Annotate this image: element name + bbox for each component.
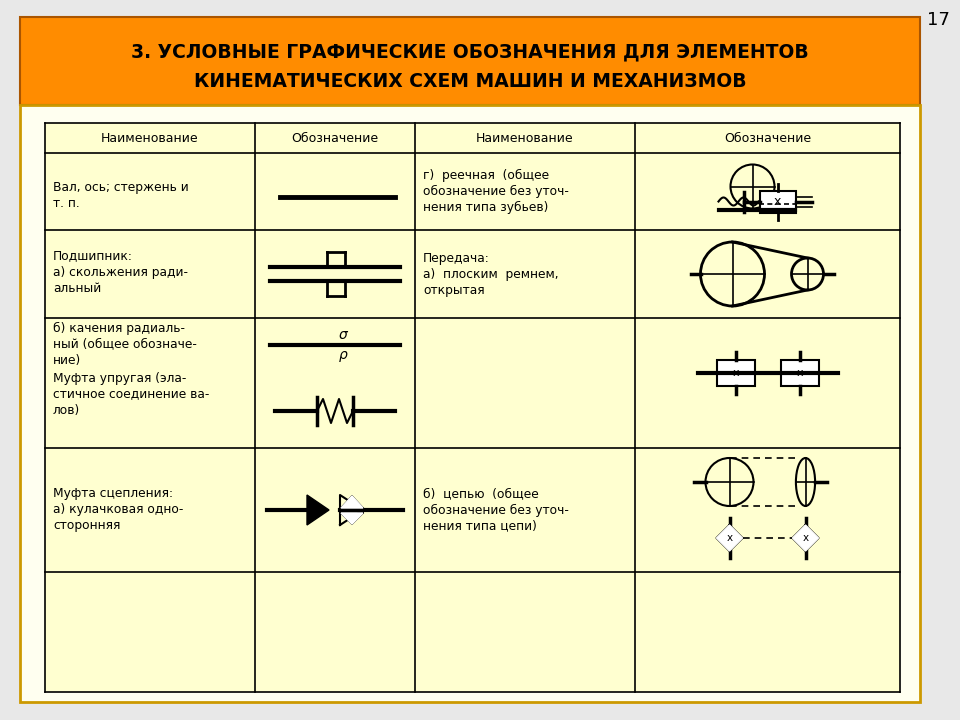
- Text: сторонняя: сторонняя: [53, 520, 120, 533]
- Polygon shape: [793, 525, 819, 551]
- Text: т. п.: т. п.: [53, 197, 80, 210]
- Text: открытая: открытая: [423, 284, 485, 297]
- Text: Муфта сцепления:: Муфта сцепления:: [53, 487, 173, 500]
- Text: б) качения радиаль-: б) качения радиаль-: [53, 321, 185, 335]
- Bar: [780, 360, 819, 386]
- Text: альный: альный: [53, 282, 101, 294]
- Text: КИНЕМАТИЧЕСКИХ СХЕМ МАШИН И МЕХАНИЗМОВ: КИНЕМАТИЧЕСКИХ СХЕМ МАШИН И МЕХАНИЗМОВ: [194, 71, 746, 91]
- Text: 17: 17: [926, 11, 949, 29]
- Bar: [45, 123, 900, 692]
- Text: Подшипник:: Подшипник:: [53, 250, 132, 263]
- Text: Наименование: Наименование: [476, 132, 574, 145]
- Text: обозначение без уточ-: обозначение без уточ-: [423, 185, 569, 198]
- Bar: [759, 191, 796, 212]
- Text: стичное соединение ва-: стичное соединение ва-: [53, 387, 209, 400]
- Bar: [20, 105, 920, 702]
- Text: Обозначение: Обозначение: [724, 132, 811, 145]
- Text: x: x: [803, 533, 808, 543]
- Text: Обозначение: Обозначение: [292, 132, 378, 145]
- Polygon shape: [341, 513, 363, 524]
- Polygon shape: [341, 496, 363, 508]
- Text: ρ: ρ: [339, 348, 348, 362]
- Text: σ: σ: [339, 328, 348, 342]
- Text: Передача:: Передача:: [423, 251, 490, 264]
- Text: Муфта упругая (эла-: Муфта упругая (эла-: [53, 372, 186, 384]
- Text: 3. УСЛОВНЫЕ ГРАФИЧЕСКИЕ ОБОЗНАЧЕНИЯ ДЛЯ ЭЛЕМЕНТОВ: 3. УСЛОВНЫЕ ГРАФИЧЕСКИЕ ОБОЗНАЧЕНИЯ ДЛЯ …: [132, 42, 809, 61]
- Text: x: x: [796, 368, 803, 378]
- Bar: [716, 360, 755, 386]
- Text: обозначение без уточ-: обозначение без уточ-: [423, 503, 569, 516]
- Polygon shape: [716, 525, 742, 551]
- Text: x: x: [732, 368, 739, 378]
- Text: лов): лов): [53, 403, 81, 416]
- Text: ный (общее обозначе-: ный (общее обозначе-: [53, 338, 197, 351]
- Polygon shape: [307, 495, 329, 525]
- Text: г)  реечная  (общее: г) реечная (общее: [423, 169, 549, 182]
- Text: x: x: [727, 533, 732, 543]
- Bar: [20, 17, 920, 105]
- Text: б)  цепью  (общее: б) цепью (общее: [423, 487, 539, 500]
- Text: а) кулачковая одно-: а) кулачковая одно-: [53, 503, 183, 516]
- Text: нения типа зубьев): нения типа зубьев): [423, 201, 548, 214]
- Text: ние): ние): [53, 354, 82, 366]
- Text: а) скольжения ради-: а) скольжения ради-: [53, 266, 188, 279]
- Text: Вал, ось; стержень и: Вал, ось; стержень и: [53, 181, 189, 194]
- Text: Наименование: Наименование: [101, 132, 199, 145]
- Text: x: x: [774, 195, 781, 208]
- Text: а)  плоским  ремнем,: а) плоским ремнем,: [423, 268, 559, 281]
- Text: нения типа цепи): нения типа цепи): [423, 520, 537, 533]
